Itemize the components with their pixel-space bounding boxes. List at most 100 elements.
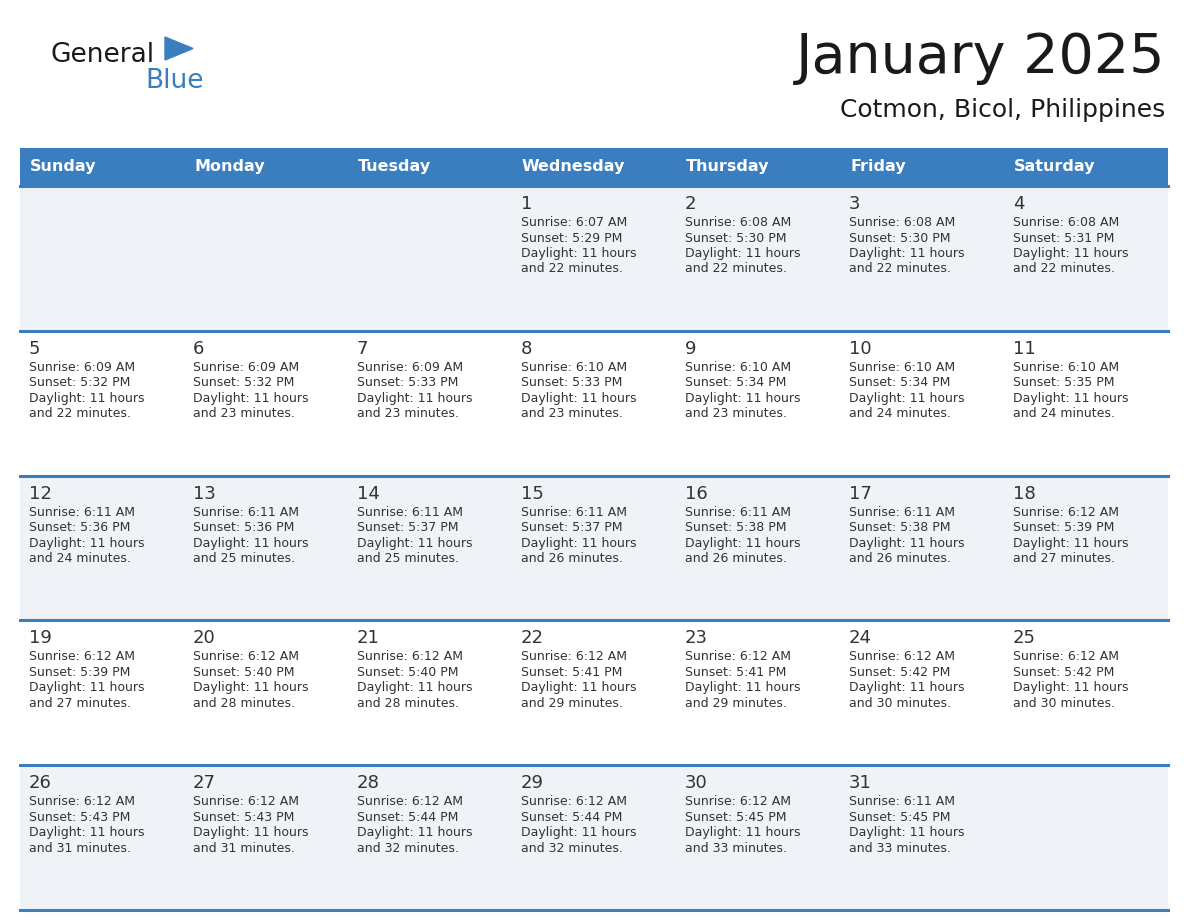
Text: Daylight: 11 hours: Daylight: 11 hours xyxy=(849,392,965,405)
Text: and 32 minutes.: and 32 minutes. xyxy=(358,842,459,855)
Text: Sunset: 5:38 PM: Sunset: 5:38 PM xyxy=(849,521,950,534)
Text: and 26 minutes.: and 26 minutes. xyxy=(849,552,950,565)
Text: 23: 23 xyxy=(685,630,708,647)
Text: 16: 16 xyxy=(685,485,708,502)
Text: Daylight: 11 hours: Daylight: 11 hours xyxy=(849,537,965,550)
Text: Daylight: 11 hours: Daylight: 11 hours xyxy=(29,392,145,405)
Text: Daylight: 11 hours: Daylight: 11 hours xyxy=(29,681,145,694)
Bar xyxy=(676,148,840,186)
Text: Daylight: 11 hours: Daylight: 11 hours xyxy=(358,826,473,839)
Text: and 29 minutes.: and 29 minutes. xyxy=(522,697,623,710)
Text: 2: 2 xyxy=(685,195,696,213)
Bar xyxy=(840,766,1004,910)
Text: and 33 minutes.: and 33 minutes. xyxy=(849,842,950,855)
Text: Sunrise: 6:11 AM: Sunrise: 6:11 AM xyxy=(849,506,955,519)
Text: 20: 20 xyxy=(192,630,216,647)
Text: Sunrise: 6:09 AM: Sunrise: 6:09 AM xyxy=(29,361,135,374)
Bar xyxy=(840,148,1004,186)
Text: 27: 27 xyxy=(192,774,216,792)
Bar xyxy=(676,186,840,330)
Text: Sunrise: 6:08 AM: Sunrise: 6:08 AM xyxy=(685,216,791,229)
Bar xyxy=(184,330,348,476)
Text: and 30 minutes.: and 30 minutes. xyxy=(1013,697,1116,710)
Bar xyxy=(1004,186,1168,330)
Bar xyxy=(512,621,676,766)
Text: General: General xyxy=(50,42,154,68)
Bar xyxy=(20,148,184,186)
Text: Sunset: 5:37 PM: Sunset: 5:37 PM xyxy=(358,521,459,534)
Text: Sunset: 5:39 PM: Sunset: 5:39 PM xyxy=(1013,521,1114,534)
Text: Sunday: Sunday xyxy=(30,160,96,174)
Bar xyxy=(348,476,512,621)
Text: Sunrise: 6:11 AM: Sunrise: 6:11 AM xyxy=(522,506,627,519)
Bar xyxy=(512,330,676,476)
Bar xyxy=(184,476,348,621)
Bar xyxy=(1004,148,1168,186)
Text: Sunset: 5:34 PM: Sunset: 5:34 PM xyxy=(849,376,950,389)
Text: 28: 28 xyxy=(358,774,380,792)
Text: 31: 31 xyxy=(849,774,872,792)
Bar xyxy=(512,186,676,330)
Bar xyxy=(1004,476,1168,621)
Text: Daylight: 11 hours: Daylight: 11 hours xyxy=(358,681,473,694)
Text: and 22 minutes.: and 22 minutes. xyxy=(1013,263,1114,275)
Bar xyxy=(512,766,676,910)
Text: Sunrise: 6:12 AM: Sunrise: 6:12 AM xyxy=(358,795,463,808)
Text: Sunset: 5:29 PM: Sunset: 5:29 PM xyxy=(522,231,623,244)
Text: and 28 minutes.: and 28 minutes. xyxy=(358,697,459,710)
Text: 14: 14 xyxy=(358,485,380,502)
Text: Sunrise: 6:07 AM: Sunrise: 6:07 AM xyxy=(522,216,627,229)
Text: and 26 minutes.: and 26 minutes. xyxy=(522,552,623,565)
Text: Sunrise: 6:12 AM: Sunrise: 6:12 AM xyxy=(192,650,299,664)
Text: Sunset: 5:41 PM: Sunset: 5:41 PM xyxy=(522,666,623,679)
Text: 5: 5 xyxy=(29,340,40,358)
Text: Sunset: 5:32 PM: Sunset: 5:32 PM xyxy=(192,376,295,389)
Text: 24: 24 xyxy=(849,630,872,647)
Text: 12: 12 xyxy=(29,485,52,502)
Text: Daylight: 11 hours: Daylight: 11 hours xyxy=(522,247,637,260)
Text: 30: 30 xyxy=(685,774,708,792)
Text: Sunrise: 6:12 AM: Sunrise: 6:12 AM xyxy=(192,795,299,808)
Text: 8: 8 xyxy=(522,340,532,358)
Text: 29: 29 xyxy=(522,774,544,792)
Bar xyxy=(20,766,184,910)
Text: 10: 10 xyxy=(849,340,872,358)
Text: Sunrise: 6:12 AM: Sunrise: 6:12 AM xyxy=(29,650,135,664)
Text: Daylight: 11 hours: Daylight: 11 hours xyxy=(685,681,801,694)
Bar xyxy=(184,186,348,330)
Bar xyxy=(348,186,512,330)
Text: Sunrise: 6:10 AM: Sunrise: 6:10 AM xyxy=(849,361,955,374)
Text: Daylight: 11 hours: Daylight: 11 hours xyxy=(522,826,637,839)
Bar xyxy=(20,330,184,476)
Text: Daylight: 11 hours: Daylight: 11 hours xyxy=(192,826,309,839)
Text: Daylight: 11 hours: Daylight: 11 hours xyxy=(192,392,309,405)
Bar xyxy=(676,330,840,476)
Text: and 22 minutes.: and 22 minutes. xyxy=(685,263,786,275)
Text: and 22 minutes.: and 22 minutes. xyxy=(522,263,623,275)
Bar xyxy=(840,476,1004,621)
Text: Sunset: 5:30 PM: Sunset: 5:30 PM xyxy=(849,231,950,244)
Text: 22: 22 xyxy=(522,630,544,647)
Bar xyxy=(1004,621,1168,766)
Text: 25: 25 xyxy=(1013,630,1036,647)
Text: and 30 minutes.: and 30 minutes. xyxy=(849,697,952,710)
Text: Daylight: 11 hours: Daylight: 11 hours xyxy=(1013,247,1129,260)
Text: Saturday: Saturday xyxy=(1015,160,1095,174)
Text: and 26 minutes.: and 26 minutes. xyxy=(685,552,786,565)
Text: Daylight: 11 hours: Daylight: 11 hours xyxy=(358,537,473,550)
Text: Sunrise: 6:12 AM: Sunrise: 6:12 AM xyxy=(849,650,955,664)
Text: and 24 minutes.: and 24 minutes. xyxy=(1013,408,1114,420)
Text: 11: 11 xyxy=(1013,340,1036,358)
Text: and 28 minutes.: and 28 minutes. xyxy=(192,697,295,710)
Text: Thursday: Thursday xyxy=(685,160,770,174)
Text: Daylight: 11 hours: Daylight: 11 hours xyxy=(192,681,309,694)
Text: 6: 6 xyxy=(192,340,204,358)
Text: Friday: Friday xyxy=(849,160,905,174)
Text: Daylight: 11 hours: Daylight: 11 hours xyxy=(685,247,801,260)
Bar xyxy=(676,476,840,621)
Text: Tuesday: Tuesday xyxy=(358,160,431,174)
Text: Sunrise: 6:08 AM: Sunrise: 6:08 AM xyxy=(849,216,955,229)
Text: Sunset: 5:35 PM: Sunset: 5:35 PM xyxy=(1013,376,1114,389)
Text: Monday: Monday xyxy=(194,160,265,174)
Polygon shape xyxy=(165,37,192,60)
